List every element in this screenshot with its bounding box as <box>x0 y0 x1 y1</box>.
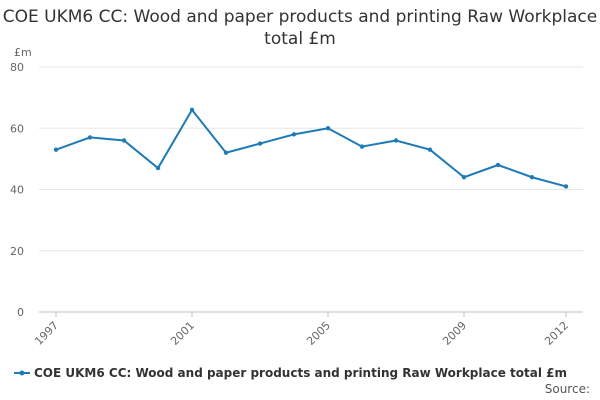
data-point <box>461 175 467 180</box>
y-axis-label: £m <box>14 46 32 59</box>
y-tick-label: 0 <box>17 306 24 319</box>
data-point <box>427 147 433 152</box>
data-point <box>257 141 263 146</box>
x-tick-label: 2001 <box>168 319 197 348</box>
data-point <box>223 150 229 155</box>
data-point <box>325 126 331 131</box>
legend-label: COE UKM6 CC: Wood and paper products and… <box>34 366 567 380</box>
data-point <box>393 138 399 143</box>
data-point <box>155 165 161 171</box>
data-point <box>121 138 127 143</box>
x-tick-label: 2009 <box>440 319 469 348</box>
data-point <box>291 132 297 137</box>
grid-lines <box>39 66 583 252</box>
data-point <box>87 135 93 140</box>
data-point <box>359 144 365 149</box>
data-point <box>53 147 59 152</box>
y-tick-label: 20 <box>10 245 24 258</box>
x-tick-label: 2005 <box>304 319 333 348</box>
data-point <box>529 175 535 180</box>
chart-title: COE UKM6 CC: Wood and paper products and… <box>2 7 598 49</box>
series-points <box>53 107 569 189</box>
data-point <box>189 107 195 113</box>
y-axis-ticks: 0 20 40 60 80 <box>10 61 24 319</box>
y-tick-label: 80 <box>10 61 24 74</box>
x-axis-ticks: 1997 2001 2005 2009 2012 <box>32 312 571 348</box>
y-tick-label: 40 <box>10 184 24 197</box>
x-tick-label: 2012 <box>542 319 571 348</box>
data-point <box>495 162 501 168</box>
x-tick-label: 1997 <box>32 319 61 348</box>
y-tick-label: 60 <box>10 122 24 135</box>
legend[interactable]: COE UKM6 CC: Wood and paper products and… <box>14 366 567 380</box>
data-point <box>563 184 569 189</box>
source-label: Source: <box>544 382 590 396</box>
series-line <box>55 108 567 188</box>
legend-marker-icon <box>19 370 25 376</box>
